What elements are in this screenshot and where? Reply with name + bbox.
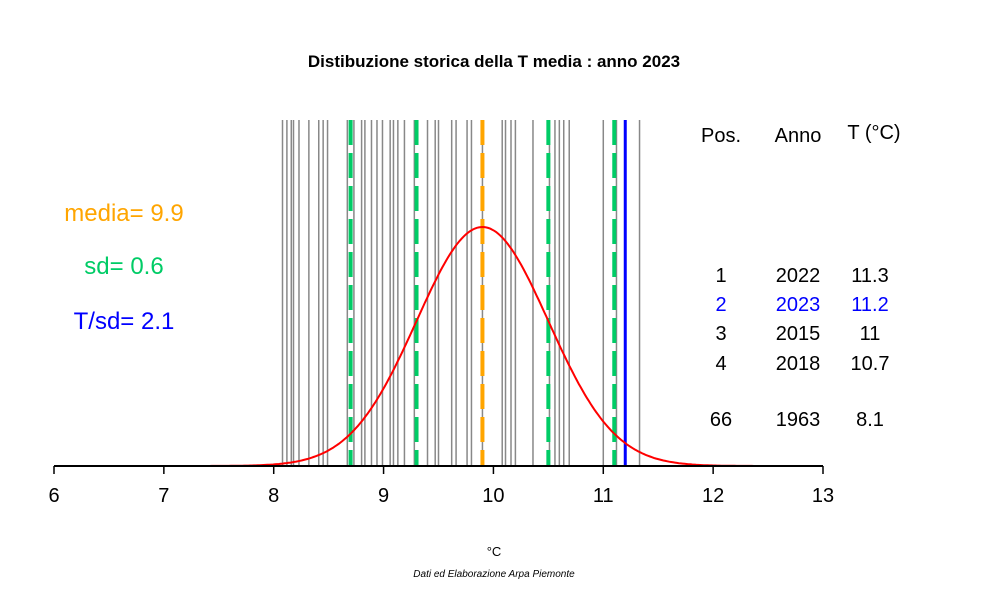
- table-cell-anno: 2023: [776, 294, 821, 316]
- x-ticks: 6 7 8 9 10 11 12 13: [48, 466, 834, 507]
- header-anno: Anno: [775, 125, 822, 147]
- history-lines: [281, 120, 641, 466]
- x-tick-label: 6: [48, 485, 59, 507]
- tsd-label: T/sd= 2.1: [74, 308, 175, 335]
- sd-label: sd= 0.6: [84, 253, 163, 280]
- media-label: media= 9.9: [64, 200, 183, 227]
- table-cell-pos: 3: [715, 323, 726, 345]
- table-cell-t: 11: [860, 323, 881, 345]
- table-cell-t: 11.3: [851, 265, 888, 287]
- x-axis-label: °C: [487, 544, 502, 559]
- table-cell-pos: 2: [715, 294, 726, 316]
- credit: Dati ed Elaborazione Arpa Piemonte: [413, 569, 575, 580]
- x-tick-label: 13: [812, 485, 834, 507]
- x-tick-label: 10: [482, 485, 504, 507]
- reference-lines: [348, 120, 627, 466]
- table-cell-anno: 2015: [776, 323, 821, 345]
- header-t: T (°C): [847, 122, 900, 144]
- table-cell-t: 11.2: [851, 294, 888, 316]
- x-tick-label: 9: [378, 485, 389, 507]
- table-cell-anno: 2022: [776, 265, 821, 287]
- table-cell-pos: 66: [710, 409, 732, 431]
- x-tick-label: 12: [702, 485, 724, 507]
- chart-title: Distibuzione storica della T media : ann…: [308, 52, 680, 71]
- header-pos: Pos.: [701, 125, 741, 147]
- table-cell-pos: 4: [715, 353, 726, 375]
- x-tick-label: 11: [593, 485, 614, 507]
- table-cell-t: 10.7: [851, 353, 890, 375]
- table-cell-t: 8.1: [856, 409, 884, 431]
- table-cell-anno: 1963: [776, 409, 821, 431]
- table-cell-anno: 2018: [776, 353, 821, 375]
- ranking-table: Pos. Anno T (°C) 1 2022 11.3 2 2023 11.2 3 2015…: [701, 122, 901, 431]
- x-tick-label: 8: [268, 485, 279, 507]
- x-tick-label: 7: [158, 485, 169, 507]
- table-cell-pos: 1: [715, 265, 726, 287]
